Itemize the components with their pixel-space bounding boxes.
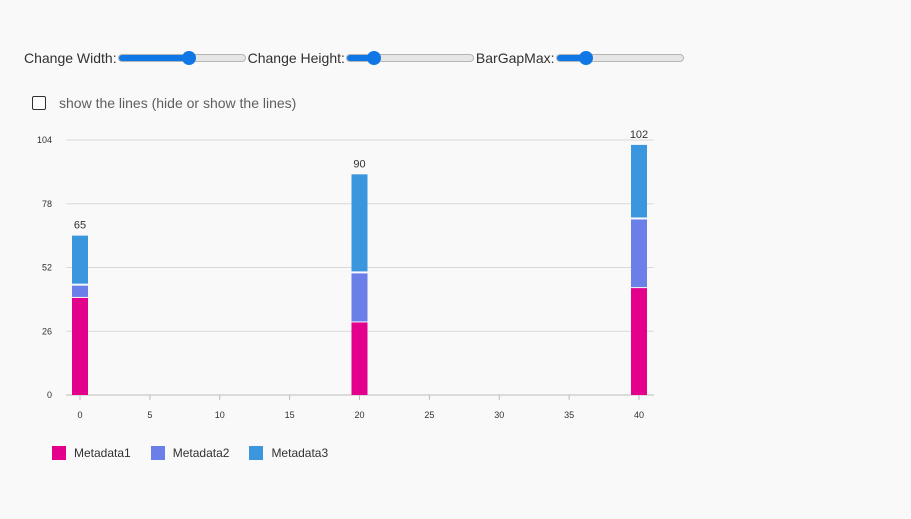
legend-swatch-metadata1 — [52, 446, 66, 460]
height-control: Change Height: — [248, 48, 476, 68]
show-lines-checkbox[interactable] — [32, 96, 46, 110]
bar-segment-metadata3 — [72, 235, 88, 284]
legend-label-metadata2: Metadata2 — [172, 446, 230, 460]
chart-controls: Change Width: Change Height: BarGapMax: — [24, 47, 686, 69]
width-slider-label: Change Width: — [24, 50, 117, 66]
bargap-slider-thumb[interactable] — [579, 51, 594, 65]
chart-legend: Metadata1 Metadata2 Metadata3 — [52, 446, 348, 460]
y-tick-label: 104 — [37, 135, 52, 145]
legend-label-metadata1: Metadata1 — [74, 446, 131, 460]
bar-segment-metadata1 — [631, 288, 647, 395]
x-tick-label: 30 — [494, 410, 504, 420]
height-slider-track[interactable] — [345, 54, 474, 62]
legend-swatch-metadata2 — [150, 446, 165, 460]
y-tick-label: 78 — [42, 199, 52, 209]
bar-segment-metadata3 — [631, 144, 647, 218]
bar-segment-metadata1 — [72, 297, 88, 395]
y-tick-label: 0 — [47, 390, 52, 400]
bar-segment-metadata1 — [351, 322, 368, 395]
height-slider-thumb[interactable] — [367, 51, 382, 65]
legend-item-metadata2[interactable]: Metadata2 — [150, 446, 230, 460]
bargap-control: BarGapMax: — [476, 48, 686, 68]
x-tick-label: 0 — [77, 410, 82, 420]
x-tick-label: 5 — [147, 410, 152, 420]
width-control: Change Width: — [24, 48, 248, 68]
y-tick-label: 26 — [42, 326, 52, 336]
width-slider-thumb[interactable] — [182, 51, 197, 65]
show-lines-row[interactable]: show the lines (hide or show the lines) — [32, 95, 296, 111]
width-slider-track[interactable] — [117, 54, 246, 62]
x-tick-label: 35 — [564, 410, 574, 420]
width-slider[interactable] — [117, 48, 246, 68]
height-slider[interactable] — [345, 48, 474, 68]
bargap-slider-fill — [556, 55, 587, 61]
y-tick-label: 52 — [42, 263, 52, 273]
bargap-slider[interactable] — [555, 48, 684, 68]
legend-swatch-metadata3 — [249, 446, 264, 460]
bar-segment-metadata2 — [72, 285, 88, 297]
bargap-slider-track[interactable] — [555, 54, 684, 62]
bar-total-label: 102 — [630, 129, 648, 141]
x-tick-label: 40 — [634, 410, 644, 420]
legend-label-metadata3: Metadata3 — [271, 446, 329, 460]
bar-total-label: 65 — [74, 220, 86, 232]
legend-item-metadata3[interactable]: Metadata3 — [249, 446, 328, 460]
bar-segment-metadata2 — [351, 273, 368, 322]
bar-segment-metadata2 — [631, 219, 647, 288]
show-lines-label: show the lines (hide or show the lines) — [59, 95, 297, 111]
bargap-slider-label: BarGapMax: — [475, 50, 555, 66]
stacked-bar-chart: 0 26 52 78 104 0 5 10 15 20 25 30 35 40 65 90 102 — [37, 129, 654, 420]
legend-item-metadata1[interactable]: Metadata1 — [52, 446, 131, 460]
x-tick-label: 25 — [424, 410, 434, 420]
x-tick-label: 15 — [285, 410, 295, 420]
x-tick-label: 10 — [215, 410, 225, 420]
width-slider-fill — [118, 55, 190, 61]
bar-total-label: 90 — [353, 158, 365, 170]
bar-segment-metadata3 — [351, 174, 368, 272]
height-slider-fill — [346, 55, 375, 61]
height-slider-label: Change Height: — [247, 50, 345, 66]
x-tick-label: 20 — [354, 410, 364, 420]
